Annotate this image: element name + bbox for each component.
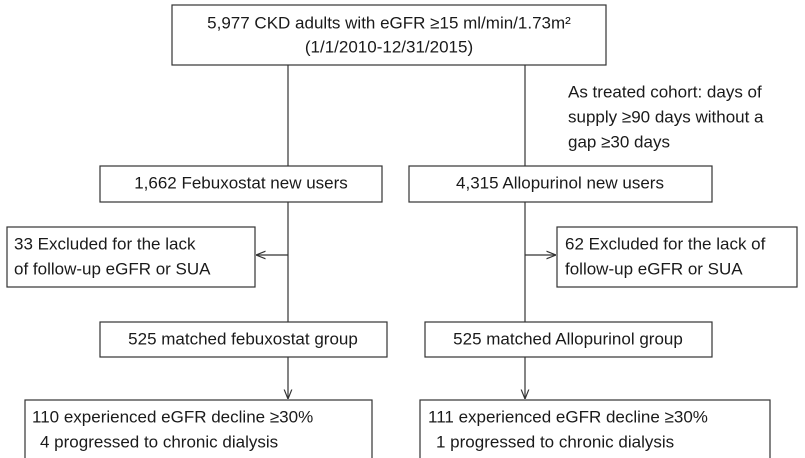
box	[408, 165, 713, 203]
node-text: 525 matched Allopurinol group	[453, 329, 683, 348]
box	[556, 226, 798, 288]
node-text: of follow-up eGFR or SUA	[14, 259, 211, 278]
node-text: follow-up eGFR or SUA	[565, 259, 743, 278]
box	[419, 399, 771, 458]
node-text: 4 progressed to chronic dialysis	[40, 432, 278, 451]
node-text: (1/1/2010-12/31/2015)	[305, 37, 473, 56]
box	[6, 226, 256, 288]
box	[424, 321, 713, 358]
box	[171, 4, 607, 66]
node-text: 62 Excluded for the lack of	[565, 234, 766, 253]
box	[99, 321, 388, 358]
annotation-text: As treated cohort: days of	[568, 82, 762, 101]
node-text: 1 progressed to chronic dialysis	[436, 432, 674, 451]
node-text: 110 experienced eGFR decline ≥30%	[32, 407, 313, 426]
box	[24, 399, 373, 458]
node-text: 33 Excluded for the lack	[14, 234, 196, 253]
node-text: 4,315 Allopurinol new users	[456, 173, 664, 192]
annotation-text: gap ≥30 days	[568, 132, 670, 151]
node-text: 111 experienced eGFR decline ≥30%	[428, 407, 708, 426]
node-text: 5,977 CKD adults with eGFR ≥15 ml/min/1.…	[207, 13, 571, 32]
box	[99, 165, 383, 203]
node-text: 525 matched febuxostat group	[128, 329, 358, 348]
annotation-text: supply ≥90 days without a	[568, 107, 764, 126]
node-text: 1,662 Febuxostat new users	[134, 173, 348, 192]
